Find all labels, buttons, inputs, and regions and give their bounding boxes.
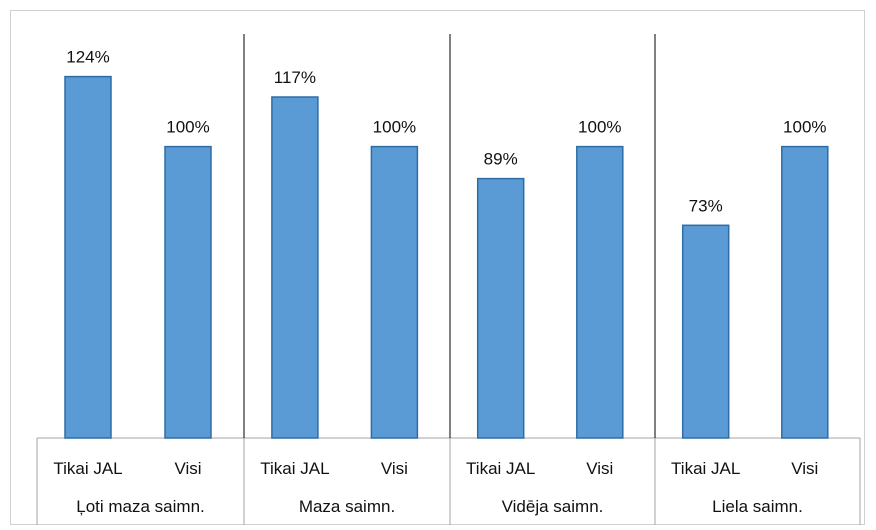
group-label-1: Ļoti maza saimn. [76, 497, 205, 516]
category-label-1-2: Visi [174, 459, 201, 478]
data-label-2-1: 117% [274, 68, 316, 87]
group-label-2: Maza saimn. [299, 497, 395, 516]
data-label-1-1: 124% [66, 48, 109, 67]
data-label-2-2: 100% [373, 118, 416, 137]
data-label-3-1: 89% [484, 150, 518, 169]
bar-2-1 [271, 96, 319, 439]
data-label-3-2: 100% [578, 118, 621, 137]
bar-2-2 [370, 145, 419, 439]
bar-1-1 [64, 75, 112, 439]
bar-3-1 [476, 177, 525, 439]
data-label-4-1: 73% [689, 196, 723, 215]
category-label-3-1: Tikai JAL [466, 459, 535, 478]
data-label-1-2: 100% [166, 118, 209, 137]
category-label-1-1: Tikai JAL [53, 459, 122, 478]
bar-3-2 [576, 145, 624, 439]
category-label-4-1: Tikai JAL [671, 459, 740, 478]
bar-4-1 [681, 224, 730, 439]
data-label-4-2: 100% [783, 118, 826, 137]
group-label-4: Liela saimn. [712, 497, 803, 516]
category-label-2-2: Visi [381, 459, 408, 478]
category-label-4-2: Visi [791, 459, 818, 478]
category-label-3-2: Visi [586, 459, 613, 478]
category-label-2-1: Tikai JAL [260, 459, 329, 478]
group-label-3: Vidēja saimn. [502, 497, 604, 516]
bar-1-2 [164, 145, 212, 439]
bar-4-2 [781, 145, 829, 439]
